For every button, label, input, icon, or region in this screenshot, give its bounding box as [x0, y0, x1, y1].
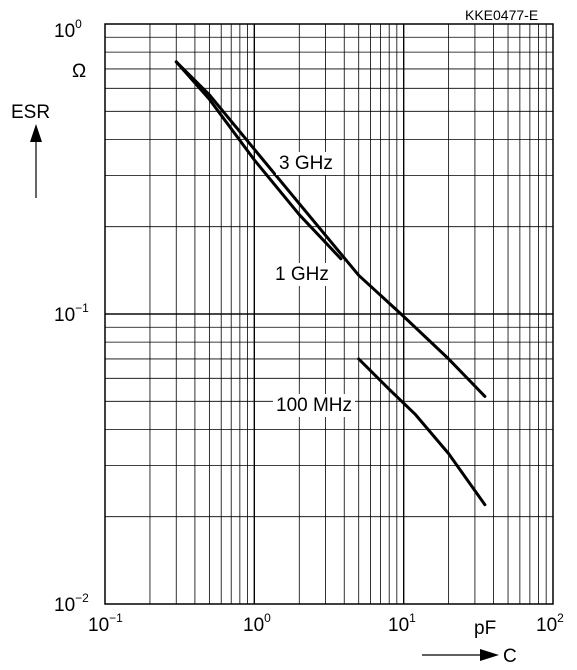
y-unit-label: Ω: [72, 61, 86, 82]
x-tick-label-100: 102: [536, 611, 564, 636]
chart-code: KKE0477-E: [465, 7, 538, 23]
series-label-1ghz: 1 GHz: [275, 264, 329, 285]
y-axis-label: ESR: [11, 102, 50, 123]
data-curves: [174, 60, 487, 507]
series-line-3ghz: [174, 60, 343, 261]
x-tick-label-0.1: 10−1: [88, 611, 123, 636]
x-tick-label-10: 101: [388, 611, 416, 636]
y-axis-arrow: [30, 124, 42, 198]
x-axis-arrow: [422, 649, 499, 661]
y-tick-label-0.01: 10−2: [54, 591, 89, 616]
y-tick-label-1: 100: [54, 17, 82, 42]
y-tick-label-0.1: 10−1: [54, 301, 89, 326]
chart-grid: [105, 24, 553, 604]
plot-frame: [104, 23, 554, 605]
series-labels: 3 GHz 1 GHz 100 MHz: [272, 152, 356, 417]
series-label-3ghz: 3 GHz: [279, 153, 333, 174]
x-unit-label: pF: [474, 618, 496, 639]
series-label-100mhz: 100 MHz: [276, 395, 352, 416]
x-axis-label: C: [503, 646, 517, 667]
x-tick-label-1: 100: [243, 611, 271, 636]
series-line-100mhz: [357, 357, 487, 507]
series-line-1ghz: [174, 60, 487, 398]
